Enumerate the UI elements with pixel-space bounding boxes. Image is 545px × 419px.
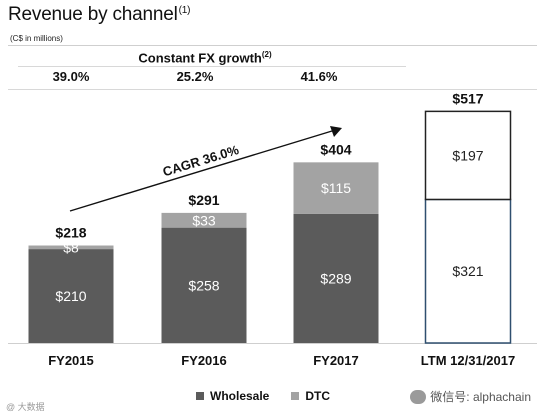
- data-label-dtc-fy2015: $8: [63, 239, 79, 255]
- bar-dtc-fy2017: [293, 162, 379, 214]
- chart-title: Revenue by channel(1): [8, 4, 191, 25]
- data-label-dtc-fy2017: $115: [321, 180, 351, 196]
- category-label-fy2015: FY2015: [48, 353, 94, 368]
- bar-dtc-fy2016: [161, 212, 247, 228]
- bar-wholesale-ltm-12-31-2017: [424, 198, 512, 344]
- watermark-left: @ 大数据: [6, 402, 45, 412]
- fx-value-fy2015: 39.0%: [52, 69, 90, 84]
- data-label-wholesale-fy2017: $289: [320, 270, 351, 286]
- total-label-fy2017: $404: [320, 141, 351, 157]
- bar-wholesale-fy2017: [293, 213, 379, 343]
- fx-divider: [18, 66, 406, 67]
- bar-dtc-ltm-12-31-2017: [424, 110, 512, 201]
- data-label-dtc-ltm-12-31-2017: $197: [452, 147, 483, 163]
- fx-footnote: (2): [261, 50, 272, 59]
- data-label-wholesale-fy2016: $258: [188, 277, 219, 293]
- fx-value-fy2017: 41.6%: [300, 69, 338, 84]
- legend-swatch-dtc: [291, 392, 300, 400]
- category-label-fy2017: FY2017: [313, 353, 359, 368]
- total-label-fy2015: $218: [55, 225, 86, 241]
- legend-label-dtc: DTC: [305, 389, 331, 403]
- total-label-fy2016: $291: [188, 192, 219, 208]
- fx-bottom-divider: [8, 89, 537, 90]
- category-label-ltm-12-31-2017: LTM 12/31/2017: [421, 353, 515, 368]
- fx-value-fy2016: 25.2%: [176, 69, 214, 84]
- cagr-label: CAGR 36.0%: [161, 142, 241, 179]
- title-footnote: (1): [178, 4, 191, 16]
- legend-swatch-wholesale: [196, 392, 204, 400]
- bar-dtc-fy2015: [28, 245, 114, 250]
- total-label-ltm-12-31-2017: $517: [452, 90, 483, 106]
- legend-label-wholesale: Wholesale: [210, 389, 270, 403]
- legend: Wholesale DTC: [196, 389, 330, 403]
- cagr-arrow-head: [330, 126, 342, 137]
- category-label-fy2016: FY2016: [181, 353, 227, 368]
- data-label-wholesale-fy2015: $210: [55, 288, 86, 304]
- bar-wholesale-fy2015: [28, 249, 114, 343]
- watermark-right-text: 微信号: alphachain: [430, 390, 531, 404]
- unit-label: (C$ in millions): [10, 34, 63, 43]
- wechat-icon: [410, 389, 427, 404]
- header-divider: [8, 45, 537, 46]
- data-label-dtc-fy2016: $33: [192, 212, 216, 228]
- watermark-right: 微信号: alphachain: [410, 388, 531, 405]
- cagr-arrow-line: [69, 130, 333, 212]
- data-label-wholesale-ltm-12-31-2017: $321: [452, 263, 483, 279]
- fx-growth-heading: Constant FX growth(2): [138, 50, 272, 66]
- bar-wholesale-fy2016: [161, 227, 247, 343]
